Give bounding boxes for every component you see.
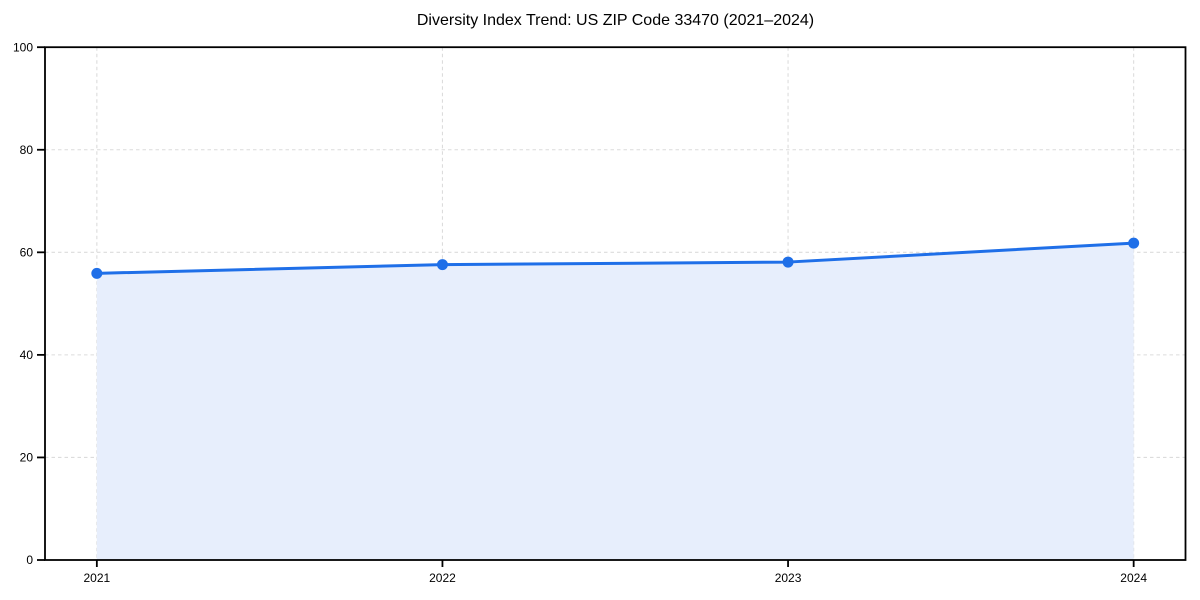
plot-border [44, 46, 1187, 561]
x-axis-tick-label-2022: 2022 [429, 571, 456, 585]
y-axis-tick-label-20: 20 [20, 451, 34, 465]
data-point-2022 [436, 259, 448, 271]
y-axis-tick-label-0: 0 [26, 553, 33, 567]
x-axis-tick-label-2023: 2023 [775, 571, 802, 585]
chart-title: Diversity Index Trend: US ZIP Code 33470… [416, 12, 815, 29]
data-point-2021 [91, 267, 103, 279]
trend-line [95, 241, 1136, 275]
data-point-2024 [1128, 237, 1140, 249]
y-axis-tick-label-40: 40 [20, 348, 34, 362]
x-axis-tick-label-2024: 2024 [1120, 571, 1147, 585]
x-axis-tick-label-2021: 2021 [83, 571, 110, 585]
data-point-2023 [782, 256, 794, 268]
y-axis-tick-label-60: 60 [20, 246, 34, 260]
y-axis-tick-label-100: 100 [13, 40, 33, 54]
area-fill [96, 243, 1134, 560]
y-axis-tick-label-80: 80 [20, 143, 34, 157]
